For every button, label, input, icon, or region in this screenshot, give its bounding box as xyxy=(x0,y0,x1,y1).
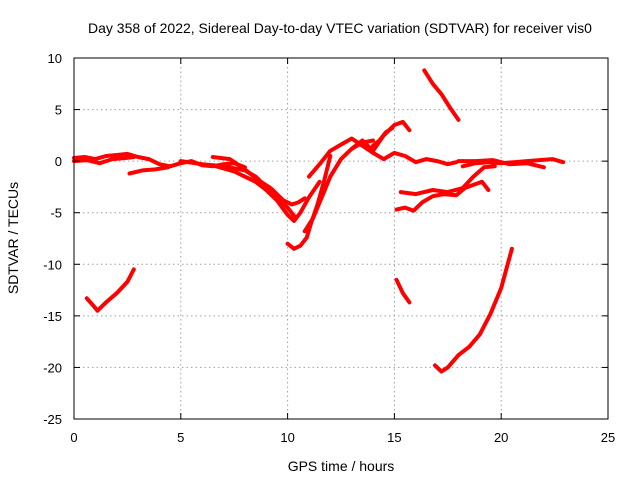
y-tick-label: -20 xyxy=(43,360,62,375)
series-trace-6 xyxy=(210,155,307,207)
x-tick-label: 25 xyxy=(601,430,615,445)
y-tick-label: 10 xyxy=(48,51,62,66)
series-trace-13 xyxy=(394,179,491,213)
x-tick-label: 10 xyxy=(280,430,294,445)
y-axis-label: SDTVAR / TECUs xyxy=(5,182,21,294)
y-tick-label: -5 xyxy=(50,206,62,221)
series-trace-2 xyxy=(72,155,136,166)
x-axis-label: GPS time / hours xyxy=(288,458,395,474)
series-trace-18 xyxy=(84,267,136,313)
x-tick-label: 15 xyxy=(387,430,401,445)
plot-frame xyxy=(73,57,609,420)
y-tick-label: -25 xyxy=(43,412,62,427)
series-trace-5 xyxy=(210,163,322,223)
data-series xyxy=(72,68,566,374)
series-trace-7 xyxy=(285,154,333,251)
x-tick-label: 5 xyxy=(177,430,184,445)
grid-lines xyxy=(74,58,608,419)
y-tick-label: -15 xyxy=(43,309,62,324)
y-tick-label: 0 xyxy=(55,154,62,169)
y-tick-label: -10 xyxy=(43,257,62,272)
series-trace-11 xyxy=(371,126,395,148)
series-trace-16 xyxy=(456,158,546,170)
series-trace-19 xyxy=(433,246,514,374)
series-trace-14 xyxy=(398,164,497,197)
x-tick-label: 20 xyxy=(494,430,508,445)
series-trace-3 xyxy=(127,165,170,176)
series-trace-4 xyxy=(178,159,296,218)
y-tick-label: 5 xyxy=(55,103,62,118)
chart-title: Day 358 of 2022, Sidereal Day-to-day VTE… xyxy=(88,20,592,36)
series-trace-9 xyxy=(307,136,459,179)
axis-ticks: 0 5 10 15 20 25 -25 -20 -15 -10 -5 0 5 10 xyxy=(43,51,615,445)
x-tick-label: 0 xyxy=(70,430,77,445)
series-trace-17 xyxy=(394,277,412,305)
series-trace-12 xyxy=(422,68,461,122)
